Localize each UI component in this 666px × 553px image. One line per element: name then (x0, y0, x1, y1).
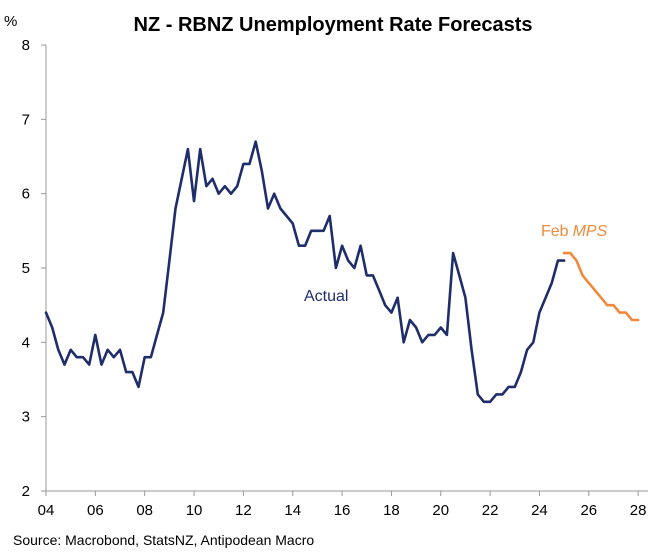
x-axis: 04 06 08 10 12 14 16 18 20 22 24 26 28 (38, 490, 648, 519)
y-axis-unit: % (4, 13, 17, 30)
x-tick-label: 20 (432, 502, 449, 519)
x-tick-label: 28 (630, 502, 647, 519)
y-axis: 2 3 4 5 6 7 8 (22, 37, 47, 500)
feb-mps-series-line (562, 251, 640, 322)
feb-mps-label-plain: Feb (541, 223, 569, 240)
feb-mps-label-italic: MPS (573, 223, 608, 240)
y-tick-label: 5 (22, 260, 30, 277)
x-tick-label: 22 (482, 502, 499, 519)
series-labels: Actual Feb MPS (304, 223, 608, 305)
x-tick-label: 26 (580, 502, 597, 519)
actual-series-line (44, 140, 566, 404)
x-tick-label: 24 (531, 502, 548, 519)
source-note: Source: Macrobond, StatsNZ, Antipodean M… (13, 532, 314, 548)
plot-area (44, 140, 640, 404)
feb-mps-series-label: Feb MPS (541, 223, 608, 240)
x-tick-label: 08 (136, 502, 153, 519)
x-tick-label: 18 (383, 502, 400, 519)
y-tick-label: 6 (22, 186, 30, 203)
y-tick-label: 7 (22, 111, 30, 128)
y-tick-label: 3 (22, 409, 30, 426)
y-tick-label: 2 (22, 483, 30, 500)
x-tick-label: 04 (38, 502, 55, 519)
x-tick-label: 06 (87, 502, 104, 519)
y-tick-label: 8 (22, 37, 30, 54)
x-tick-label: 10 (186, 502, 203, 519)
x-tick-label: 16 (334, 502, 351, 519)
chart-title: NZ - RBNZ Unemployment Rate Forecasts (134, 14, 533, 36)
y-tick-label: 4 (22, 334, 30, 351)
x-tick-label: 14 (284, 502, 301, 519)
x-tick-label: 12 (235, 502, 252, 519)
actual-series-label: Actual (304, 288, 348, 305)
